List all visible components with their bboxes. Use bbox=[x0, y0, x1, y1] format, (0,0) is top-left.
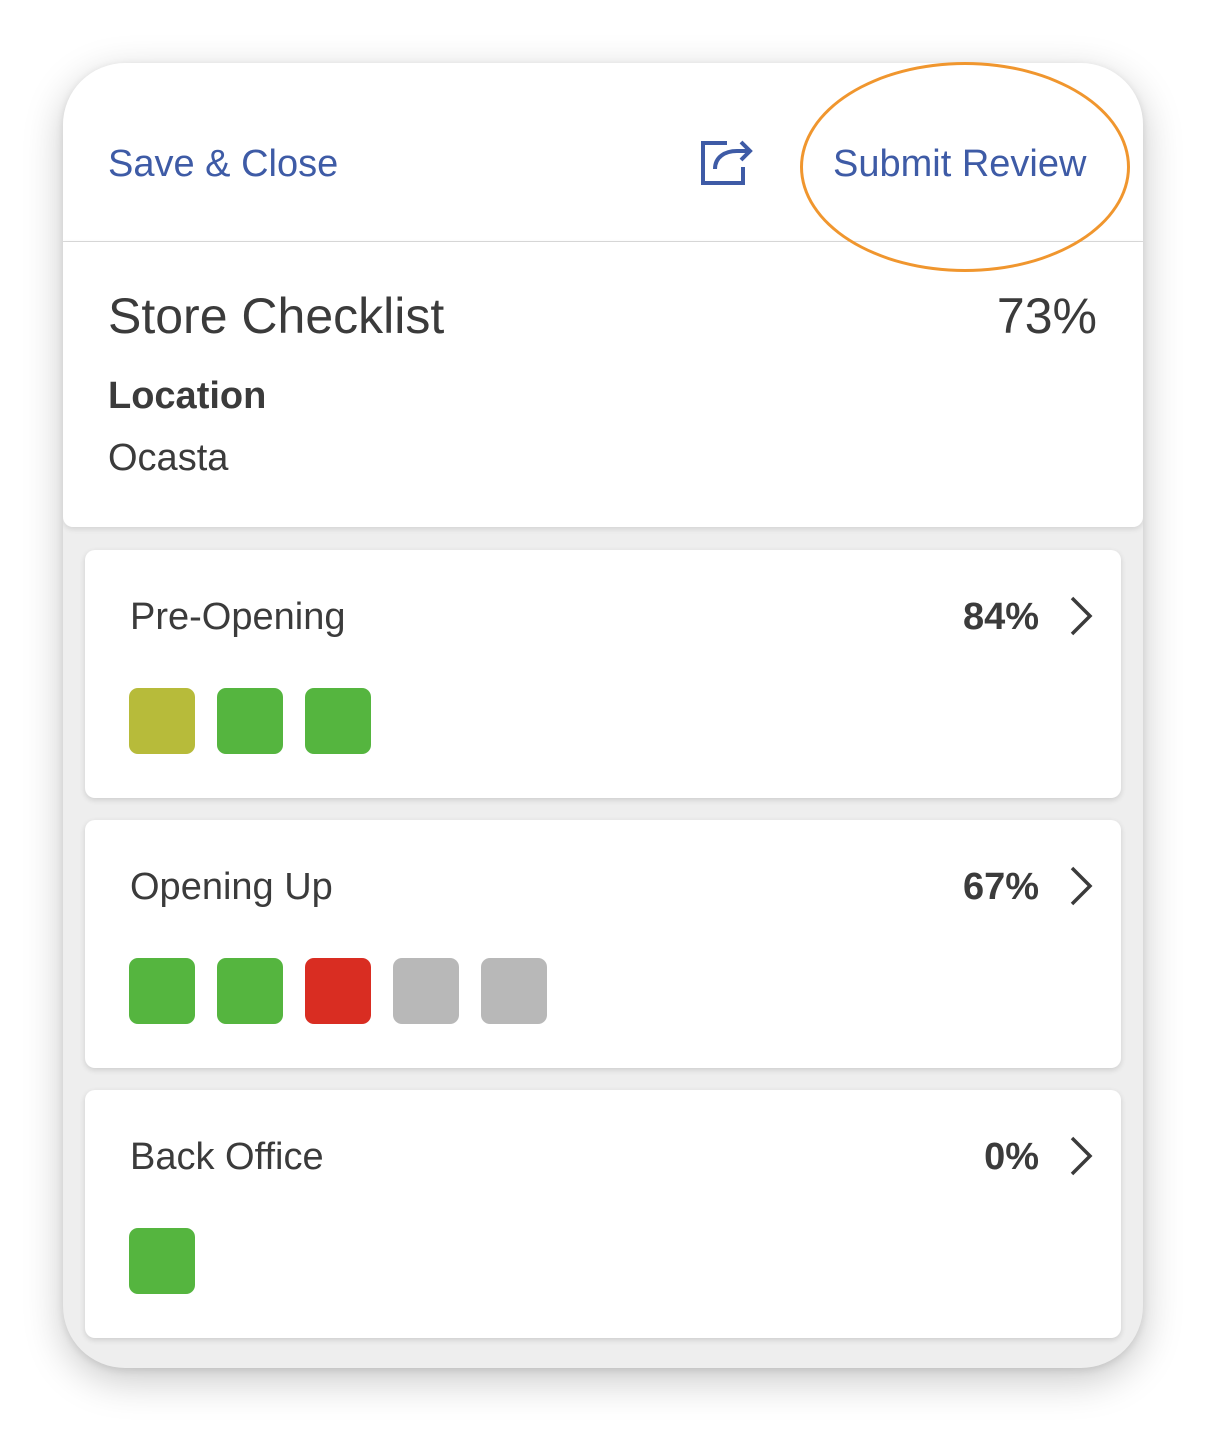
share-icon-graphic bbox=[701, 140, 753, 185]
save-close-button[interactable]: Save & Close bbox=[108, 143, 339, 185]
section-percent: 84% bbox=[962, 596, 1039, 638]
status-square-red bbox=[305, 958, 371, 1024]
section-name: Back Office bbox=[130, 1136, 324, 1178]
section-name: Opening Up bbox=[130, 866, 333, 908]
status-square-grey bbox=[481, 958, 547, 1024]
chevron-right-icon bbox=[1070, 596, 1093, 636]
section-name: Pre-Opening bbox=[130, 596, 346, 638]
status-square-green bbox=[217, 958, 283, 1024]
section-percent: 67% bbox=[962, 866, 1039, 908]
section-card-opening-up[interactable]: Opening Up 67% bbox=[85, 820, 1121, 1068]
top-bar: Save & Close Submit Review bbox=[63, 63, 1143, 242]
chevron-right-icon bbox=[1070, 866, 1093, 906]
status-square-green bbox=[217, 688, 283, 754]
status-square-green bbox=[129, 958, 195, 1024]
status-square-grey bbox=[393, 958, 459, 1024]
app-screen: Save & Close Submit Review Store Checkli… bbox=[63, 63, 1143, 1368]
section-card-back-office[interactable]: Back Office 0% bbox=[85, 1090, 1121, 1338]
checklist-percent: 73% bbox=[996, 288, 1097, 344]
location-label: Location bbox=[108, 375, 267, 417]
checklist-header-card: Store Checklist 73% Location Ocasta bbox=[63, 242, 1143, 527]
section-card-pre-opening[interactable]: Pre-Opening 84% bbox=[85, 550, 1121, 798]
status-square-olive bbox=[129, 688, 195, 754]
chevron-right-icon bbox=[1070, 1136, 1093, 1176]
section-percent: 0% bbox=[984, 1136, 1039, 1178]
location-value: Ocasta bbox=[108, 437, 229, 479]
status-square-green bbox=[129, 1228, 195, 1294]
checklist-title: Store Checklist bbox=[108, 288, 445, 344]
status-square-green bbox=[305, 688, 371, 754]
share-icon[interactable] bbox=[697, 137, 757, 189]
submit-review-button[interactable]: Submit Review bbox=[833, 143, 1087, 185]
